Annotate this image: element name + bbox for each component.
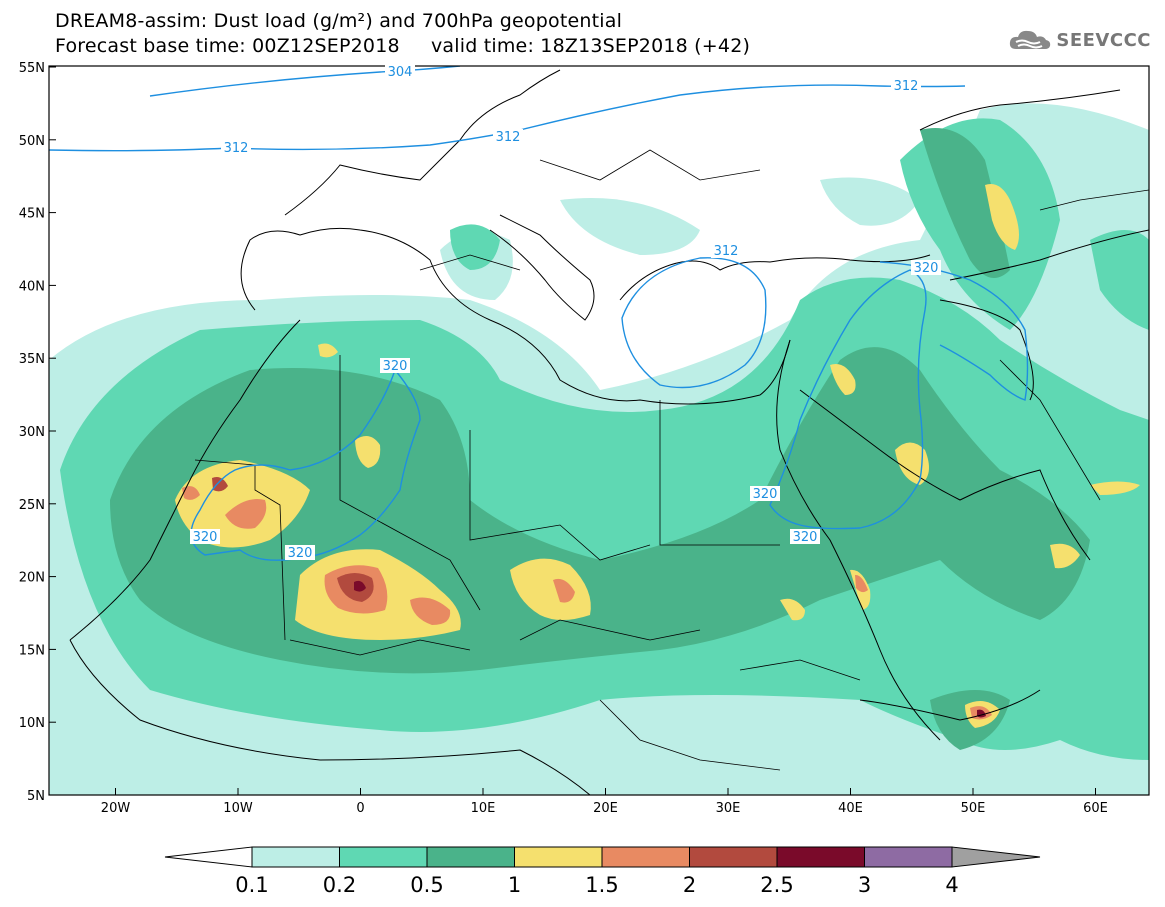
contour-label: 320 xyxy=(914,261,939,276)
lon-tick-label: 10W xyxy=(223,801,253,816)
colorbar-box xyxy=(339,846,428,868)
lat-tick-label: 20N xyxy=(19,571,45,586)
colorbar-label: 1 xyxy=(508,873,521,897)
colorbar-label: 0.2 xyxy=(323,873,356,897)
contour-label: 320 xyxy=(793,530,818,545)
dust-level-0.2 xyxy=(450,224,500,270)
colorbar-box xyxy=(689,846,778,868)
lon-tick-label: 20E xyxy=(593,801,618,816)
lat-tick-label: 40N xyxy=(19,279,45,294)
dust-level-1 xyxy=(780,598,805,621)
colorbar-label: 2.5 xyxy=(760,873,793,897)
contour-label: 304 xyxy=(388,65,413,80)
contour-label-bg xyxy=(750,486,780,501)
contour-label: 312 xyxy=(224,141,249,156)
contour-label-bg xyxy=(285,545,315,560)
contour-label-bg xyxy=(711,243,741,258)
brand-name: SEEVCCC xyxy=(1056,29,1151,51)
dust-level-1 xyxy=(1090,481,1140,495)
dust-level-2.5 xyxy=(354,580,366,592)
longitude-axis: 20W 10W 0 10E 20E 30E 40E 50E 60E xyxy=(101,788,1108,816)
contour-label-bg xyxy=(385,64,415,79)
contour-label: 312 xyxy=(496,130,521,145)
lat-tick-label: 30N xyxy=(19,425,45,440)
colorbar-box xyxy=(426,846,515,868)
dust-level-0.1 xyxy=(820,177,920,226)
dust-level-1.5 xyxy=(225,499,267,529)
colorbar-label: 1.5 xyxy=(585,873,618,897)
colorbar-label: 3 xyxy=(858,873,871,897)
lon-tick-label: 50E xyxy=(961,801,986,816)
country-borders xyxy=(194,149,1149,771)
lon-tick-label: 20W xyxy=(101,801,131,816)
colorbar-box xyxy=(601,846,690,868)
contour-label-bg xyxy=(380,358,410,373)
lat-tick-label: 45N xyxy=(19,207,45,222)
dust-level-1 xyxy=(830,364,856,395)
colorbar-arrow-right xyxy=(951,846,1041,868)
latitude-axis: 55N 50N 45N 40N 35N 30N 25N 20N 15N 10N 5N xyxy=(19,61,56,804)
lat-tick-label: 25N xyxy=(19,498,45,513)
dust-level-0.1 xyxy=(560,198,700,255)
lon-tick-label: 0 xyxy=(356,801,364,816)
contour-label: 312 xyxy=(894,79,919,94)
contour-labels: 304 312 312 312 312 320 320 320 320 320 320 xyxy=(190,64,941,561)
colorbar-label: 0.5 xyxy=(410,873,443,897)
contour-label-bg xyxy=(493,129,523,144)
dust-field xyxy=(49,66,1149,795)
contour-label: 320 xyxy=(753,487,778,502)
cloud-icon xyxy=(1010,30,1051,49)
contour-label: 320 xyxy=(383,359,408,374)
lon-tick-label: 60E xyxy=(1083,801,1108,816)
colorbar-label: 2 xyxy=(683,873,696,897)
coastlines xyxy=(69,69,1149,795)
dust-level-1.5 xyxy=(855,574,868,593)
dust-level-0.5 xyxy=(920,128,1010,278)
dust-level-1 xyxy=(318,343,338,358)
contour-label-bg xyxy=(190,529,220,544)
dust-level-1 xyxy=(1050,543,1080,569)
contour-label-bg xyxy=(911,260,941,275)
lat-tick-label: 55N xyxy=(19,61,45,76)
contour-label: 312 xyxy=(714,244,739,259)
colorbar-box xyxy=(864,846,953,868)
brand-logo: SEEVCCC xyxy=(1008,26,1151,54)
colorbar: 0.1 0.2 0.5 1 1.5 2 2.5 3 4 xyxy=(164,846,1041,897)
dust-level-1 xyxy=(510,558,591,620)
dust-level-1.5 xyxy=(553,578,575,603)
lon-tick-label: 10E xyxy=(471,801,496,816)
colorbar-arrow-left xyxy=(164,846,253,868)
lon-tick-label: 40E xyxy=(838,801,863,816)
lon-tick-label: 30E xyxy=(716,801,741,816)
contour-label: 320 xyxy=(288,546,313,561)
forecast-time-line: Forecast base time: 00Z12SEP2018 valid t… xyxy=(55,35,751,57)
contour-label-bg xyxy=(790,529,820,544)
dust-level-1 xyxy=(985,184,1019,250)
contour-label-bg xyxy=(221,140,251,155)
contour-label: 320 xyxy=(193,530,218,545)
dust-level-1.5 xyxy=(410,597,451,625)
lat-tick-label: 5N xyxy=(27,789,45,804)
contour-label-bg xyxy=(891,78,921,93)
colorbar-label: 4 xyxy=(945,873,958,897)
lat-tick-label: 35N xyxy=(19,352,45,367)
colorbar-box xyxy=(514,846,603,868)
colorbar-box xyxy=(251,846,340,868)
lat-tick-label: 50N xyxy=(19,134,45,149)
dust-level-1.5 xyxy=(182,486,200,500)
lat-tick-label: 10N xyxy=(19,716,45,731)
dust-level-2 xyxy=(212,477,228,492)
colorbar-label: 0.1 xyxy=(235,873,268,897)
map-title: DREAM8-assim: Dust load (g/m²) and 700hP… xyxy=(55,10,623,32)
lat-tick-label: 15N xyxy=(19,643,45,658)
colorbar-box xyxy=(776,846,865,868)
dust-level-1 xyxy=(355,436,381,468)
dust-level-0.2 xyxy=(1090,230,1149,330)
